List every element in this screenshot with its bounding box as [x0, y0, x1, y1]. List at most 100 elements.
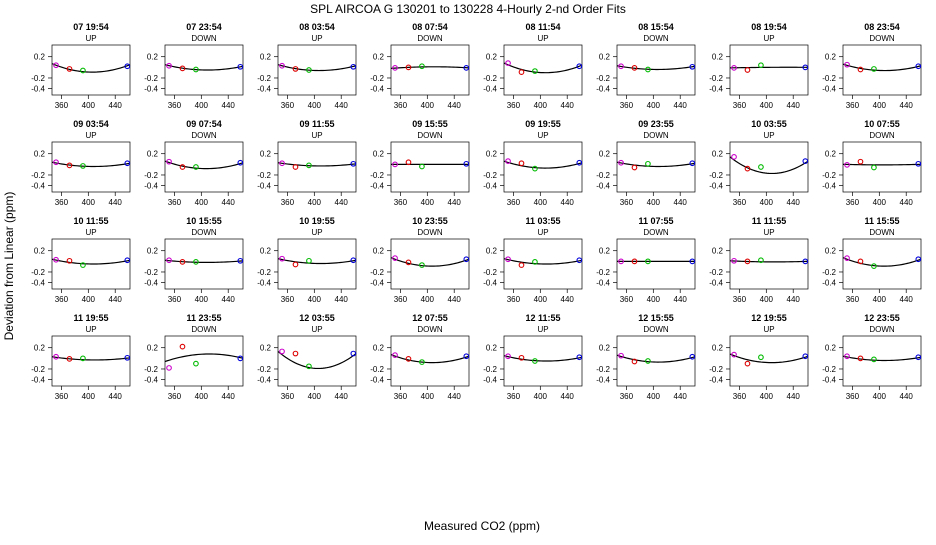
data-point-red	[631, 258, 638, 265]
x-tick-label: 360	[55, 392, 69, 401]
panel-1: 07 19:54 UP 0.2 -0.2 -0.4 360 400 440	[31, 22, 131, 110]
panel-frame	[51, 238, 131, 290]
data-point-magenta	[618, 63, 624, 70]
panel-31: 12 19:55 UP 0.2 -0.2 -0.4 360 400 440	[709, 313, 809, 401]
y-tick-label: -0.4	[370, 182, 384, 191]
data-point-green	[645, 358, 651, 364]
data-point-red	[66, 66, 73, 72]
data-point-magenta	[844, 353, 850, 360]
panel-direction: DOWN	[191, 228, 217, 237]
data-point-magenta	[844, 162, 850, 168]
panel-2: 07 23:54 DOWN 0.2 -0.2 -0.4 360 400 440	[144, 22, 244, 110]
panel-9: 09 03:54 UP 0.2 -0.2 -0.4 360 400 440	[31, 119, 131, 207]
panel-direction: UP	[537, 325, 548, 334]
x-tick-label: 400	[647, 295, 661, 304]
panel-6: 08 15:54 DOWN 0.2 -0.2 -0.4 360 400 440	[596, 22, 696, 110]
panel-frame	[277, 238, 357, 290]
x-tick-label: 440	[109, 101, 123, 110]
data-point-green	[419, 359, 425, 365]
y-tick-label: 0.2	[260, 344, 272, 353]
data-point-blue	[124, 354, 131, 361]
y-tick-label: -0.2	[483, 74, 497, 83]
panel-title: 12 03:55	[299, 313, 335, 323]
x-tick-label: 360	[507, 198, 521, 207]
x-tick-label: 440	[109, 392, 123, 401]
data-point-green	[306, 67, 312, 73]
x-tick-label: 400	[308, 392, 322, 401]
x-tick-label: 400	[873, 198, 887, 207]
y-tick-label: 0.2	[34, 344, 46, 353]
data-point-green	[80, 355, 86, 362]
data-point-magenta	[53, 353, 59, 360]
x-tick-label: 400	[760, 101, 774, 110]
x-tick-label: 440	[222, 198, 236, 207]
x-tick-label: 360	[507, 392, 521, 401]
y-tick-label: 0.2	[712, 247, 724, 256]
data-point-red	[857, 158, 864, 165]
panel-12: 09 15:55 DOWN 0.2 -0.2 -0.4 360 400 440	[370, 119, 470, 207]
x-tick-label: 400	[308, 295, 322, 304]
data-point-green	[193, 360, 199, 367]
y-tick-label: 0.2	[486, 344, 498, 353]
data-point-blue	[915, 354, 922, 361]
y-tick-label: -0.4	[822, 279, 836, 288]
data-point-green	[306, 363, 312, 370]
x-tick-label: 360	[846, 392, 860, 401]
panel-direction: UP	[537, 131, 548, 140]
panel-direction: UP	[311, 228, 322, 237]
data-point-red	[292, 66, 299, 72]
panel-frame	[616, 141, 696, 193]
data-point-magenta	[731, 65, 737, 71]
data-point-magenta	[166, 158, 172, 165]
x-tick-label: 400	[308, 101, 322, 110]
fit-curve	[277, 64, 357, 72]
data-point-blue	[576, 354, 583, 361]
panel-frame	[51, 44, 131, 96]
data-point-blue	[350, 257, 357, 264]
panel-18: 10 15:55 DOWN 0.2 -0.2 -0.4 360 400 440	[144, 216, 244, 304]
data-point-blue	[350, 350, 357, 357]
data-point-red	[744, 67, 751, 73]
x-tick-label: 440	[448, 392, 462, 401]
x-tick-label: 400	[760, 295, 774, 304]
x-tick-label: 360	[168, 295, 182, 304]
panel-frame	[164, 335, 244, 387]
data-point-red	[631, 164, 638, 171]
x-tick-label: 360	[394, 392, 408, 401]
x-tick-label: 440	[900, 101, 914, 110]
y-tick-label: -0.2	[144, 171, 158, 180]
panel-direction: UP	[85, 228, 96, 237]
x-tick-label: 400	[421, 295, 435, 304]
x-tick-label: 360	[394, 198, 408, 207]
x-tick-label: 400	[195, 295, 209, 304]
fit-curve	[616, 161, 696, 168]
panel-frame	[503, 44, 583, 96]
panel-title: 11 11:55	[752, 216, 787, 226]
x-tick-label: 400	[647, 198, 661, 207]
data-point-blue	[802, 64, 809, 71]
x-tick-label: 440	[674, 392, 688, 401]
data-point-green	[532, 165, 538, 172]
data-point-blue	[915, 63, 922, 70]
panel-frame	[390, 141, 470, 193]
panel-frame	[616, 44, 696, 96]
panel-direction: UP	[85, 131, 96, 140]
panel-frame	[729, 335, 809, 387]
panel-27: 12 03:55 UP 0.2 -0.2 -0.4 360 400 440	[257, 313, 357, 401]
x-tick-label: 440	[448, 295, 462, 304]
x-tick-label: 400	[534, 198, 548, 207]
y-tick-label: -0.2	[483, 365, 497, 374]
panel-19: 10 19:55 UP 0.2 -0.2 -0.4 360 400 440	[257, 216, 357, 304]
panel-17: 10 11:55 UP 0.2 -0.2 -0.4 360 400 440	[31, 216, 131, 304]
x-tick-label: 440	[787, 198, 801, 207]
y-tick-label: -0.4	[596, 182, 610, 191]
x-tick-label: 440	[335, 198, 349, 207]
x-tick-label: 440	[448, 198, 462, 207]
y-tick-label: -0.4	[822, 85, 836, 94]
fit-curve	[277, 162, 357, 167]
x-tick-label: 360	[281, 295, 295, 304]
x-tick-label: 400	[873, 295, 887, 304]
panel-title: 11 23:55	[186, 313, 221, 323]
data-point-blue	[463, 65, 470, 71]
